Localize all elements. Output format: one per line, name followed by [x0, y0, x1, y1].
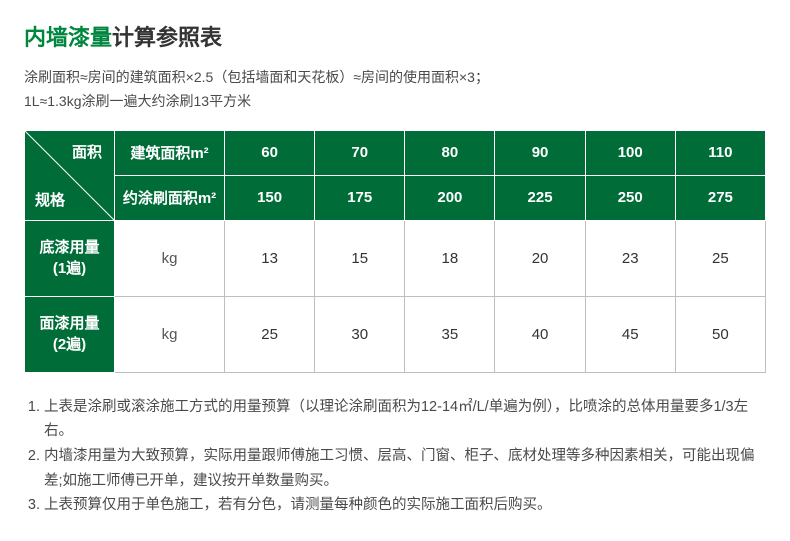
cell: 40 — [495, 296, 585, 372]
row-unit-1: kg — [115, 296, 225, 372]
corner-top-label: 面积 — [72, 141, 102, 162]
header-val: 200 — [405, 175, 495, 220]
cell: 45 — [585, 296, 675, 372]
title-dark: 计算参照表 — [112, 25, 222, 50]
header-val: 150 — [225, 175, 315, 220]
header-val: 60 — [225, 130, 315, 175]
header-val: 250 — [585, 175, 675, 220]
row-head-l2: (2遍) — [53, 336, 86, 353]
header-val: 100 — [585, 130, 675, 175]
cell: 20 — [495, 220, 585, 296]
header-val: 175 — [315, 175, 405, 220]
header-label-0: 建筑面积m² — [115, 130, 225, 175]
intro-line-2: 1L≈1.3kg涂刷一遍大约涂刷13平方米 — [24, 90, 766, 114]
cell: 13 — [225, 220, 315, 296]
header-val: 275 — [675, 175, 765, 220]
header-label-1: 约涂刷面积m² — [115, 175, 225, 220]
row-head-0: 底漆用量 (1遍) — [25, 220, 115, 296]
corner-bottom-label: 规格 — [35, 189, 65, 210]
page-title: 内墙漆量计算参照表 — [24, 20, 766, 52]
row-head-1: 面漆用量 (2遍) — [25, 296, 115, 372]
intro-line-1: 涂刷面积≈房间的建筑面积×2.5（包括墙面和天花板）≈房间的使用面积×3； — [24, 66, 766, 90]
corner-cell: 面积 规格 — [25, 130, 115, 220]
cell: 23 — [585, 220, 675, 296]
title-green: 内墙漆量 — [24, 25, 112, 50]
note-item: 内墙漆用量为大致预算，实际用量跟师傅施工习惯、层高、门窗、柜子、底材处理等多种因… — [44, 444, 766, 493]
paint-calc-table: 面积 规格 建筑面积m² 60 70 80 90 100 110 约涂刷面积m²… — [24, 130, 766, 373]
row-unit-0: kg — [115, 220, 225, 296]
cell: 18 — [405, 220, 495, 296]
cell: 50 — [675, 296, 765, 372]
header-val: 225 — [495, 175, 585, 220]
cell: 15 — [315, 220, 405, 296]
cell: 35 — [405, 296, 495, 372]
header-val: 90 — [495, 130, 585, 175]
cell: 30 — [315, 296, 405, 372]
row-head-l1: 底漆用量 — [39, 239, 99, 256]
intro-text: 涂刷面积≈房间的建筑面积×2.5（包括墙面和天花板）≈房间的使用面积×3； 1L… — [24, 66, 766, 114]
note-item: 上表是涂刷或滚涂施工方式的用量预算（以理论涂刷面积为12-14㎡/L/单遍为例）… — [44, 395, 766, 444]
notes-list: 上表是涂刷或滚涂施工方式的用量预算（以理论涂刷面积为12-14㎡/L/单遍为例）… — [24, 395, 766, 518]
cell: 25 — [675, 220, 765, 296]
header-val: 70 — [315, 130, 405, 175]
note-item: 上表预算仅用于单色施工，若有分色，请测量每种颜色的实际施工面积后购买。 — [44, 493, 766, 518]
header-val: 110 — [675, 130, 765, 175]
row-head-l2: (1遍) — [53, 260, 86, 277]
cell: 25 — [225, 296, 315, 372]
header-val: 80 — [405, 130, 495, 175]
row-head-l1: 面漆用量 — [39, 315, 99, 332]
